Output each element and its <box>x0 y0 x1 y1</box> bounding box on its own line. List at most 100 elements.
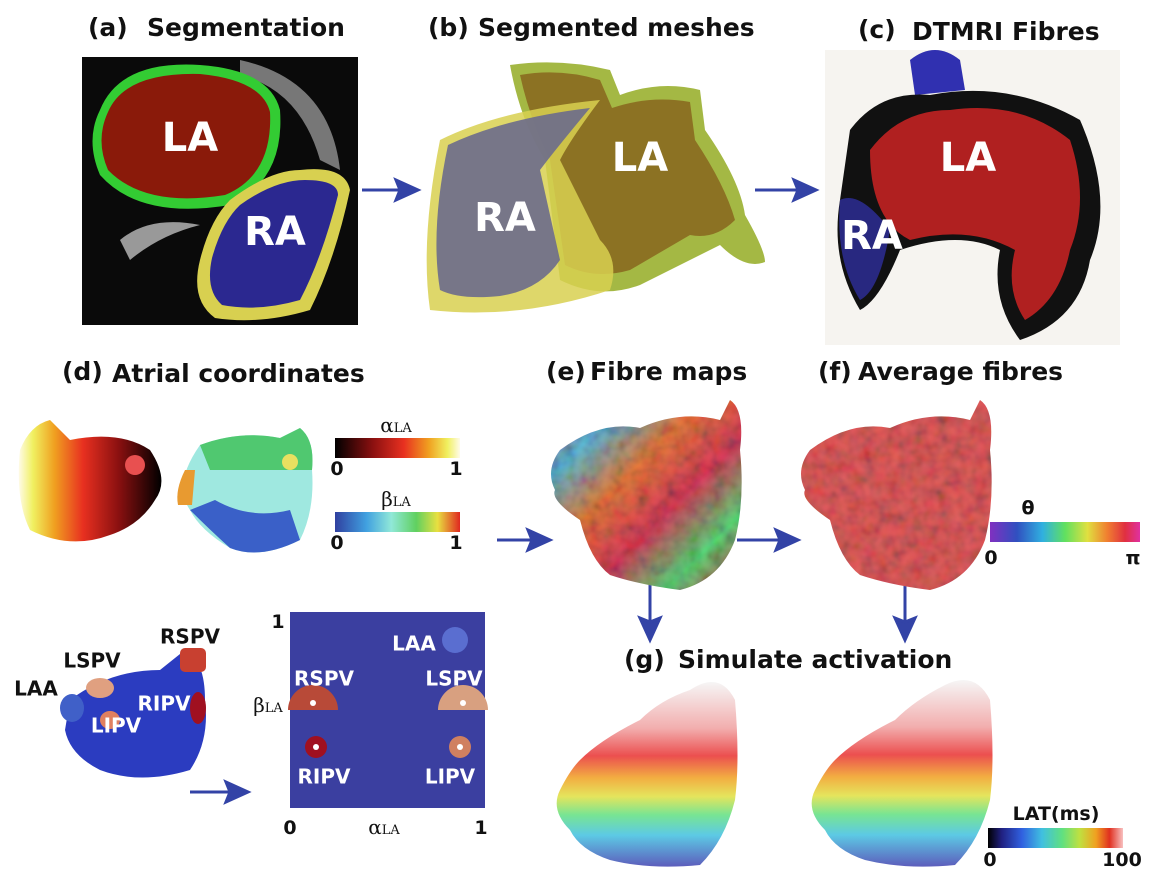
colorbar <box>335 438 460 458</box>
panel-label: (a) <box>88 13 128 42</box>
vein-cap <box>125 455 145 475</box>
rspv <box>180 648 206 672</box>
arrow-head <box>791 177 820 203</box>
laa-marker <box>442 627 468 653</box>
atrial-coordinate-meshes <box>18 420 313 553</box>
marker-center <box>460 700 466 706</box>
panel-title: Segmentation <box>147 13 345 42</box>
ripv <box>190 692 206 724</box>
coordinate-map: LAA RSPV LSPV RIPV LIPV 1 0 1 αLA βLA <box>253 611 488 839</box>
activation-maps <box>556 680 993 867</box>
marker-center <box>313 744 319 750</box>
symbol: β <box>381 487 393 511</box>
activation-mesh <box>556 682 738 867</box>
colorbar <box>988 828 1123 848</box>
lat-colorbar: LAT(ms) 0 100 <box>983 803 1141 871</box>
average-fibre-mesh <box>801 400 992 590</box>
vein-label: LAA <box>392 632 436 656</box>
lspv <box>86 678 114 698</box>
panel-title: Atrial coordinates <box>112 359 365 388</box>
vein-label: RIPV <box>298 765 352 789</box>
vein-label: LSPV <box>63 649 121 673</box>
marker-center <box>457 744 463 750</box>
colorbar-max: 100 <box>1102 849 1142 871</box>
arrows <box>190 177 918 805</box>
panel-label: (e) <box>546 357 586 386</box>
la-fibres <box>870 108 1080 320</box>
vein-label: LSPV <box>425 667 483 691</box>
colorbar-label: LAT(ms) <box>1013 803 1100 825</box>
arrow-head <box>223 779 252 805</box>
colorbar <box>990 522 1140 542</box>
svc <box>910 50 965 95</box>
vein-mesh: RSPV LSPV LAA RIPV LIPV <box>14 625 220 778</box>
laa <box>60 694 84 722</box>
colorbar-label: αLA <box>380 413 412 437</box>
image-label: RA <box>841 213 903 259</box>
ra-mesh-inner <box>436 108 590 298</box>
subscript: LA <box>394 421 413 436</box>
symbol: β <box>253 693 265 717</box>
colorbar-max: 1 <box>449 458 462 480</box>
panel-label: (d) <box>62 357 103 386</box>
panel-title: DTMRI Fibres <box>912 17 1100 46</box>
mri-tissue <box>120 222 200 260</box>
vein-label: RIPV <box>138 692 192 716</box>
panel-title: Simulate activation <box>678 645 952 674</box>
x-label: αLA <box>368 815 400 839</box>
lipv <box>100 711 120 729</box>
arrow-head <box>525 527 554 553</box>
subscript: LA <box>393 495 412 510</box>
beta-mesh-bottom <box>190 500 300 553</box>
panel-label: (c) <box>858 15 896 44</box>
panel-label: (g) <box>624 645 665 674</box>
colorbar-min: 0 <box>330 458 343 480</box>
arrow-head <box>892 615 918 644</box>
activation-mesh <box>811 680 993 867</box>
colorbar <box>335 512 460 532</box>
fibre-maps <box>551 400 992 590</box>
vein-cap <box>282 454 298 470</box>
subscript: LA <box>382 823 401 838</box>
image-label: LA <box>162 115 218 161</box>
panel-title: Segmented meshes <box>478 13 755 42</box>
vein-label: LAA <box>14 677 58 701</box>
alpha-mesh <box>18 420 162 542</box>
segmentation-image: LA RA <box>82 57 358 325</box>
panel-titles: (a) Segmentation (b) Segmented meshes (c… <box>62 13 1100 674</box>
symbol: α <box>368 815 382 839</box>
image-label: RA <box>244 209 306 255</box>
x-max: 1 <box>474 817 487 839</box>
beta-mesh-appendage <box>177 470 195 505</box>
theta-colorbar: θ 0 π <box>984 497 1140 569</box>
ra-fibres <box>839 198 890 300</box>
symbol: α <box>380 413 394 437</box>
image-label: LA <box>940 135 996 181</box>
rspv-marker <box>288 685 338 710</box>
panel-title: Fibre maps <box>590 357 747 386</box>
ra-region <box>209 180 338 308</box>
vein-label: RSPV <box>294 667 354 691</box>
subscript: LA <box>265 701 284 716</box>
colorbar-label: βLA <box>381 487 411 511</box>
alpha-colorbar: αLA 0 1 <box>330 413 462 480</box>
lspv-marker <box>438 685 488 710</box>
origin: 0 <box>283 817 296 839</box>
colorbar-min: 0 <box>983 849 996 871</box>
vein-label: LIPV <box>425 765 476 789</box>
y-label: βLA <box>253 693 283 717</box>
panel-label: (f) <box>818 357 852 386</box>
dtmri-fibres: LA RA <box>825 50 1120 345</box>
y-max: 1 <box>271 611 284 633</box>
segmented-meshes: LA RA <box>426 62 765 313</box>
colorbar-max: π <box>1125 547 1140 569</box>
la-mesh <box>65 650 206 778</box>
la-region <box>101 73 271 199</box>
beta-colorbar: βLA 0 1 <box>330 487 462 554</box>
vein-label: LIPV <box>91 714 142 738</box>
marker-center <box>310 700 316 706</box>
mri-tissue <box>240 60 340 170</box>
colorbar-min: 0 <box>984 547 997 569</box>
arrow-head <box>773 527 802 553</box>
